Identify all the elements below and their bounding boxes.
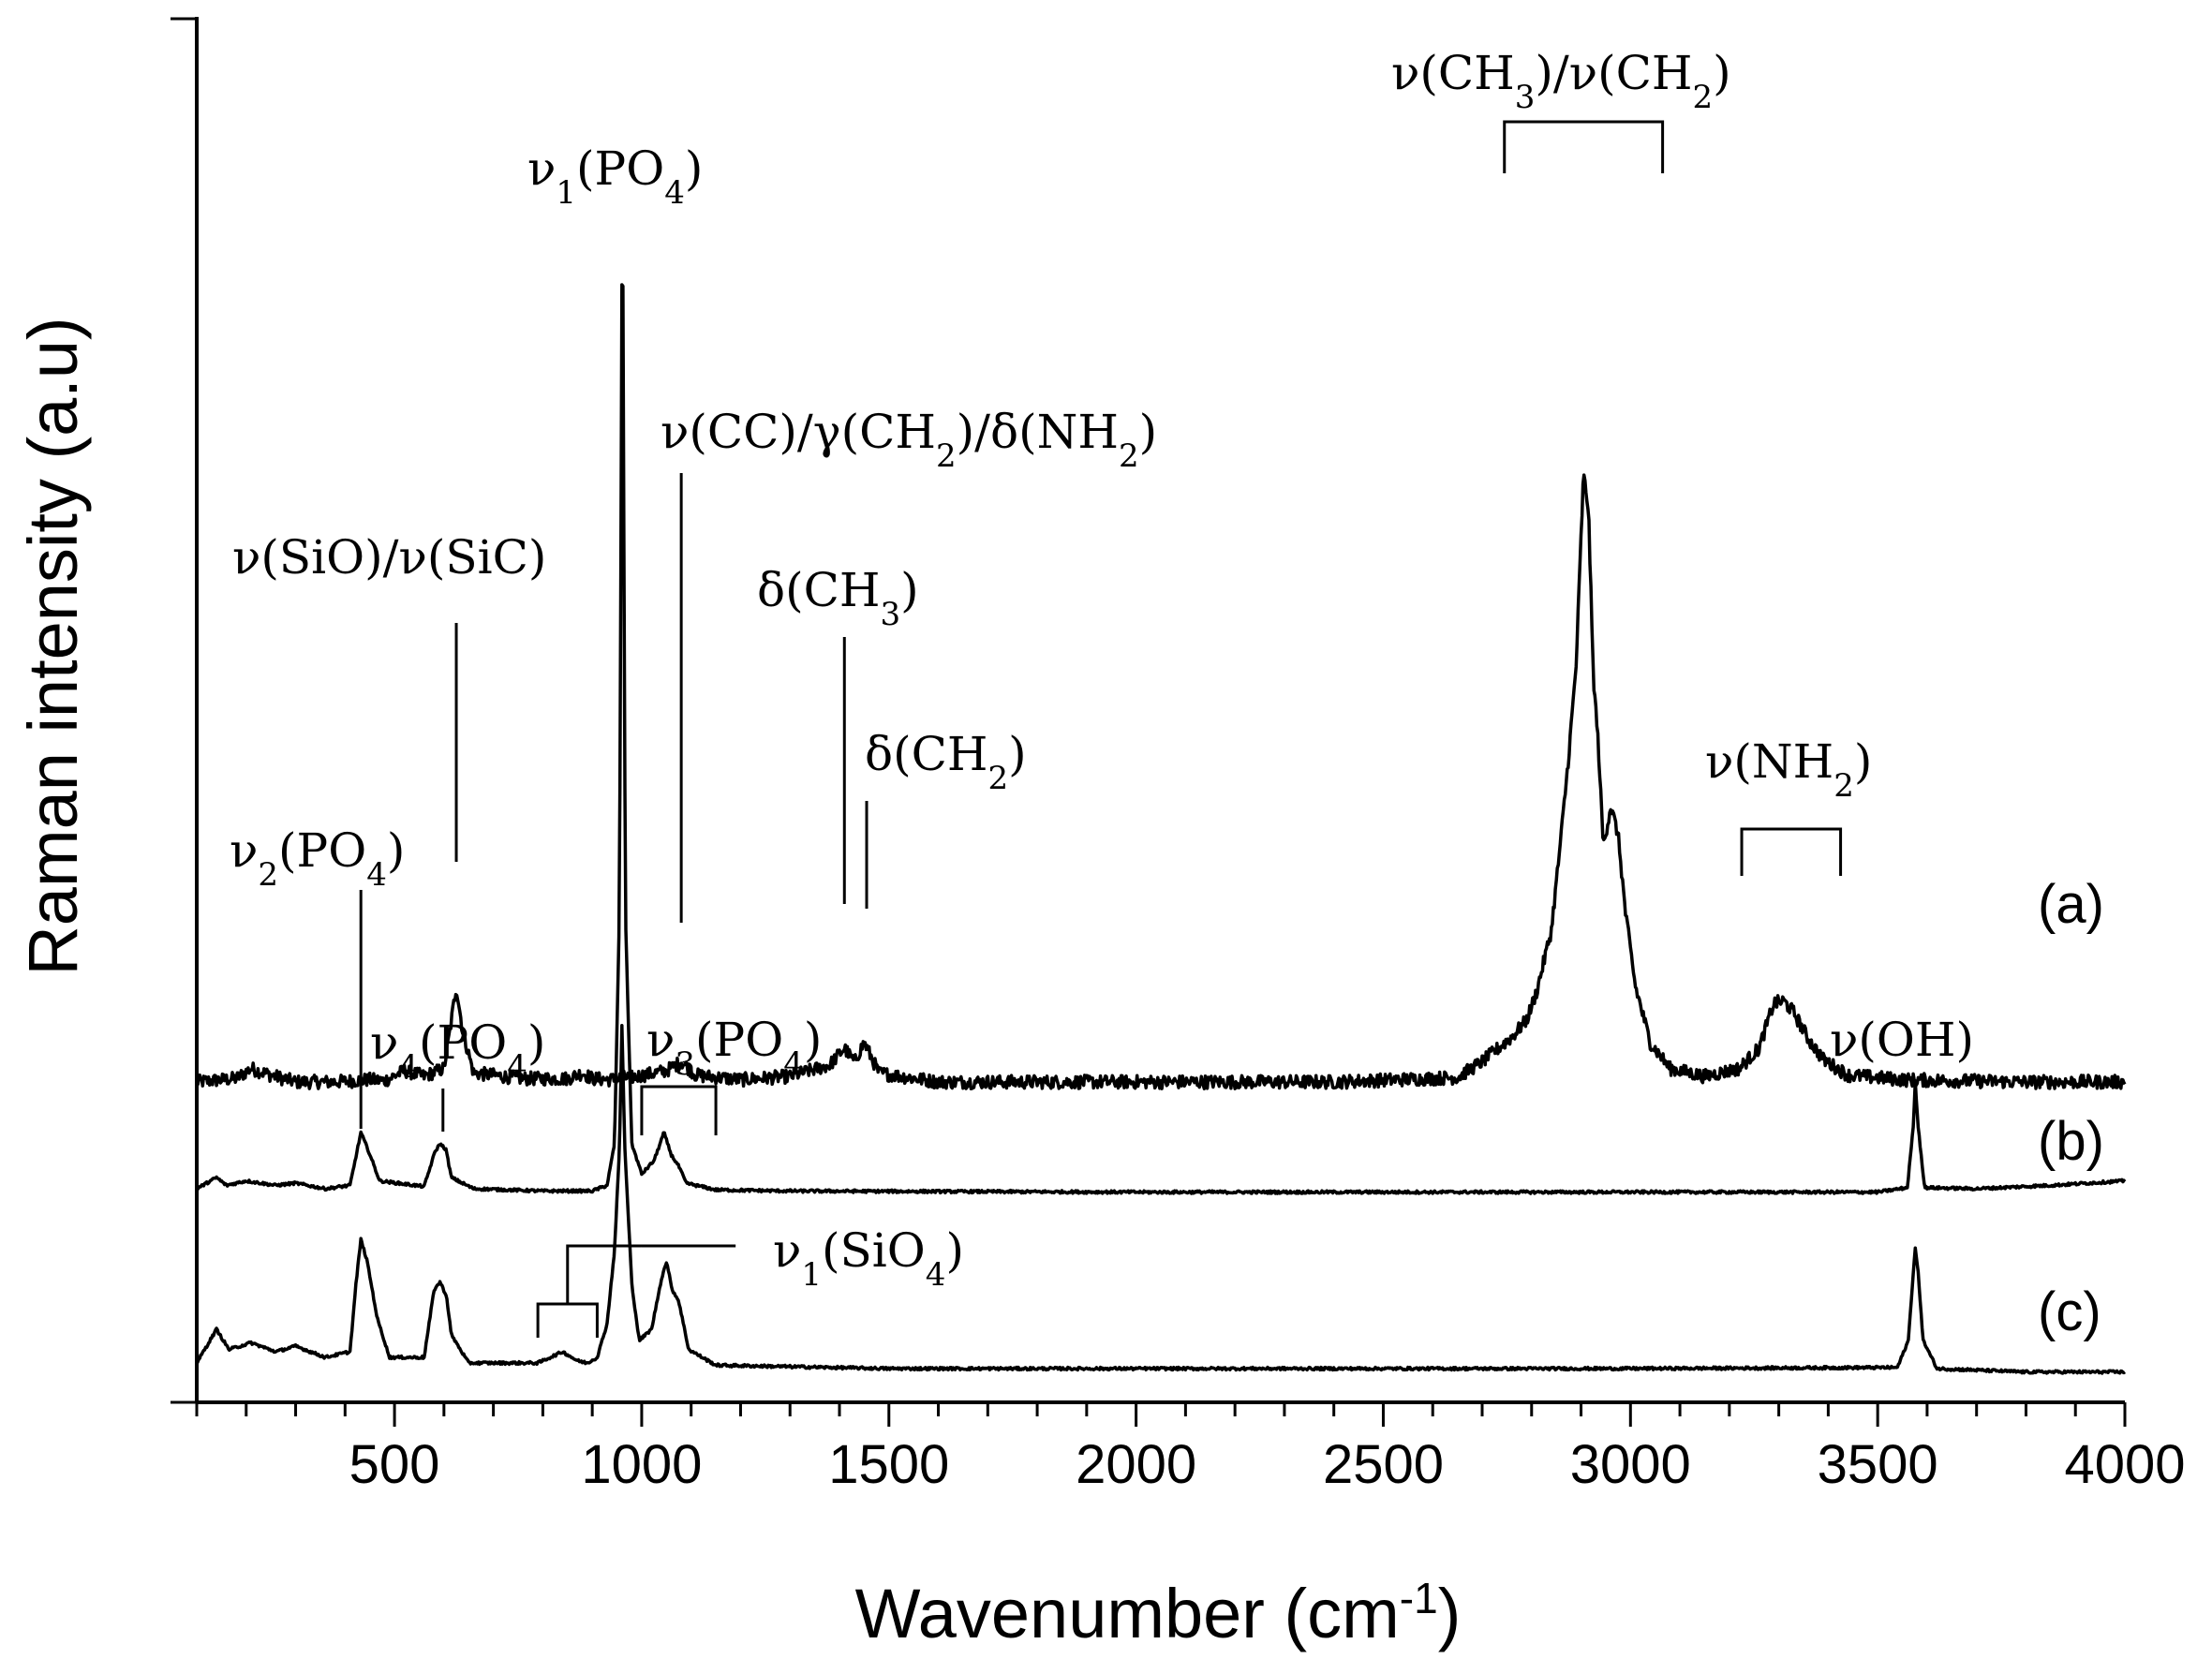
x-tick-label: 1000 (581, 1434, 702, 1495)
series-label-b: (b) (2038, 1111, 2104, 1172)
annotation-cc-ch2-nh2: ν(CC)/γ(CH2)/δ(NH2) (661, 405, 1157, 475)
x-tick-label: 4000 (2064, 1434, 2185, 1495)
annotation-d-ch3: δ(CH3) (757, 563, 919, 633)
series-label-c: (c) (2038, 1281, 2101, 1342)
series-c-line (195, 1023, 2127, 1375)
bracket-v3-po4 (640, 1085, 718, 1135)
annotation-ch3-ch2: ν(CH3)/ν(CH2) (1391, 46, 1731, 116)
x-tick-label: 3000 (1570, 1434, 1691, 1495)
annotation-v1-sio4: ν1(SiO4) (773, 1223, 964, 1294)
series-label-a: (a) (2038, 874, 2104, 935)
annotation-v2-po4: ν2(PO4) (230, 823, 405, 894)
annotation-v4-po4: ν4(PO4) (370, 1015, 545, 1086)
annotation-leaders (359, 120, 1843, 1338)
annotation-oh: ν(OH) (1830, 1013, 1974, 1067)
x-tick-label: 3500 (1818, 1434, 1938, 1495)
x-tick-labels: 500 1000 1500 2000 2500 3000 3500 4000 (349, 1434, 2186, 1495)
x-axis-title: Wavenumber (cm-1) (855, 1574, 1462, 1652)
annotation-v1-po4: ν1(PO4) (527, 141, 703, 212)
series-b-line (196, 283, 2127, 1195)
series-layer (195, 283, 2127, 1375)
bracket-v1-sio4 (536, 1302, 599, 1338)
series-a-line (195, 473, 2127, 1090)
annotation-nh2: ν(NH2) (1705, 734, 1872, 805)
leader-v1-sio4 (566, 1244, 736, 1304)
annotation-sio-sic: ν(SiO)/ν(SiC) (232, 530, 546, 585)
x-tick-label: 500 (349, 1434, 440, 1495)
bracket-ch3-ch2 (1503, 120, 1665, 173)
x-tick-label: 1500 (828, 1434, 949, 1495)
bracket-nh2 (1740, 827, 1843, 876)
y-axis-title: Raman intensity (a.u) (14, 317, 92, 975)
annotation-d-ch2: δ(CH2) (865, 727, 1027, 797)
x-tick-label: 2000 (1076, 1434, 1196, 1495)
x-tick-label: 2500 (1323, 1434, 1444, 1495)
x-ticks (195, 1402, 2127, 1427)
axes (171, 17, 2125, 1404)
annotation-v3-po4: ν3(PO4) (646, 1013, 822, 1083)
